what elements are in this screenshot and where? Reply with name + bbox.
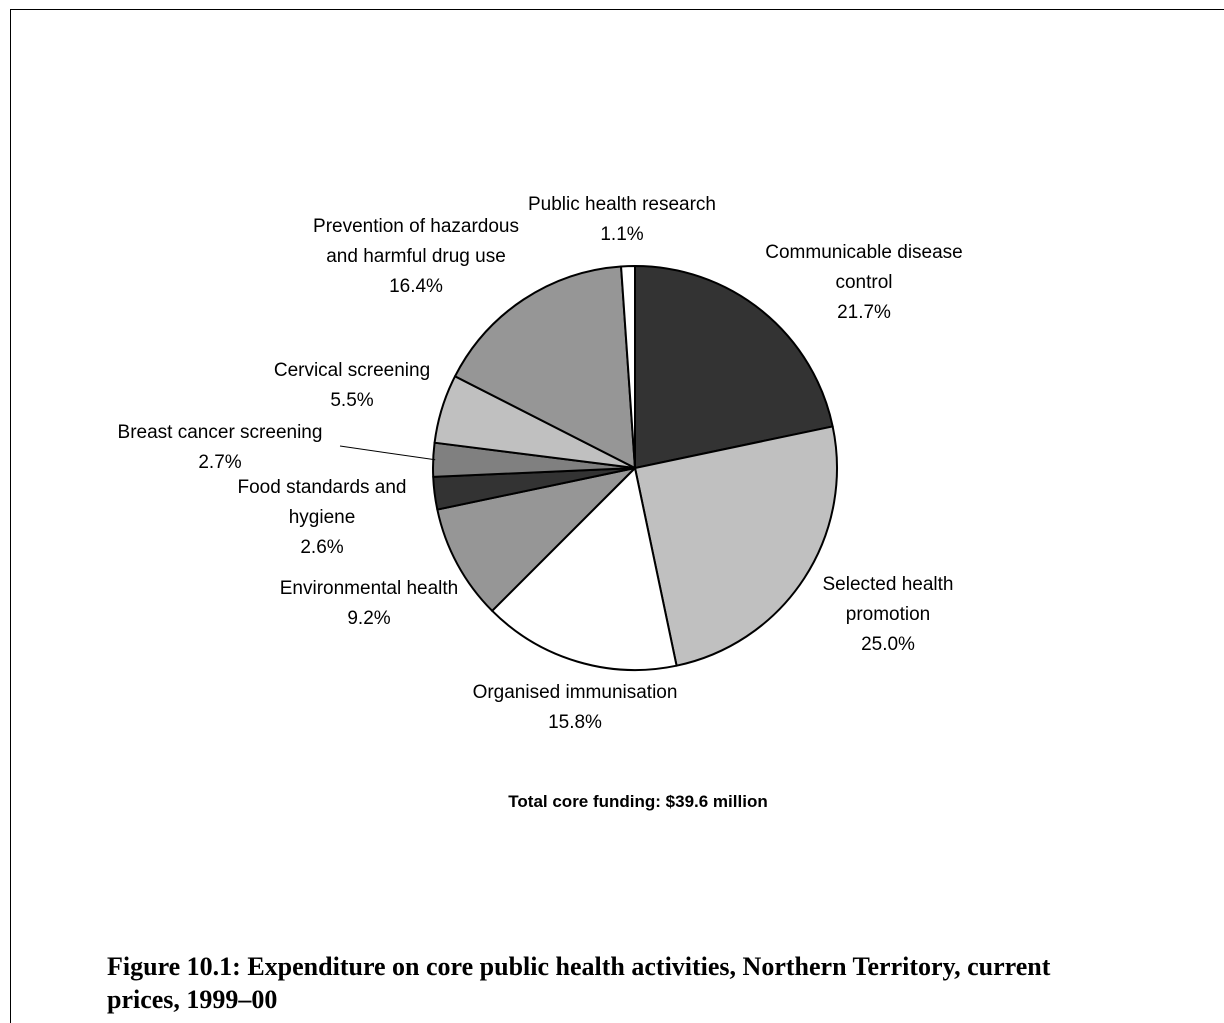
- slice-value-label: 16.4%: [389, 276, 443, 297]
- slice-value-label: 1.1%: [600, 224, 643, 245]
- slice-label-9: Public health research 1.1%: [528, 194, 716, 245]
- slice-value-label: 5.5%: [330, 390, 373, 411]
- figure-caption: Figure 10.1: Expenditure on core public …: [107, 952, 1051, 1014]
- slice-name-label: Organised immunisation: [473, 682, 678, 703]
- slice-name-label: Breast cancer screening: [118, 422, 323, 443]
- pie-slice-3: [491, 467, 678, 671]
- slice-value-label: 21.7%: [837, 302, 891, 323]
- slice-value-label: 25.0%: [861, 634, 915, 655]
- slice-name-label: Cervical screening: [274, 360, 430, 381]
- slice-name-label: Selected health: [823, 574, 954, 595]
- slice-name-label: hygiene: [289, 507, 356, 528]
- total-funding-annotation: Total core funding: $39.6 million: [508, 792, 767, 811]
- slice-name-label: Public health research: [528, 194, 716, 215]
- slice-value-label: 2.6%: [300, 537, 343, 558]
- pie-slice-1: [634, 265, 834, 469]
- slice-name-label: promotion: [846, 604, 931, 625]
- slice-name-label: Environmental health: [280, 578, 459, 599]
- slice-label-6: Breast cancer screening 2.7%: [118, 422, 323, 473]
- slice-label-8: Prevention of hazardous and harmful drug …: [313, 216, 519, 297]
- slice-value-label: 9.2%: [347, 608, 390, 629]
- slice-name-label: and harmful drug use: [326, 246, 506, 267]
- slice-name-label: Communicable disease: [765, 242, 963, 263]
- pie-slice-4: [436, 467, 636, 612]
- slice-name-label: Food standards and: [237, 477, 406, 498]
- pie-slice-2: [634, 425, 838, 667]
- slice-value-label: 15.8%: [548, 712, 602, 733]
- slice-label-2: Selected health promotion 25.0%: [823, 574, 954, 655]
- breast-cancer-leader-line: [339, 445, 436, 461]
- slice-label-3: Organised immunisation 15.8%: [473, 682, 678, 733]
- slice-label-4: Environmental health 9.2%: [280, 578, 459, 629]
- slice-name-label: Prevention of hazardous: [313, 216, 519, 237]
- slice-label-1: Communicable disease control 21.7%: [765, 242, 963, 323]
- slice-label-7: Cervical screening 5.5%: [274, 360, 430, 411]
- slice-name-label: control: [835, 272, 892, 293]
- pie-slice-9: [620, 264, 636, 469]
- slice-label-5: Food standards and hygiene 2.6%: [237, 477, 406, 558]
- pie-slice-8: [454, 265, 636, 469]
- slice-value-label: 2.7%: [198, 452, 241, 473]
- figure-frame: [10, 9, 1224, 1023]
